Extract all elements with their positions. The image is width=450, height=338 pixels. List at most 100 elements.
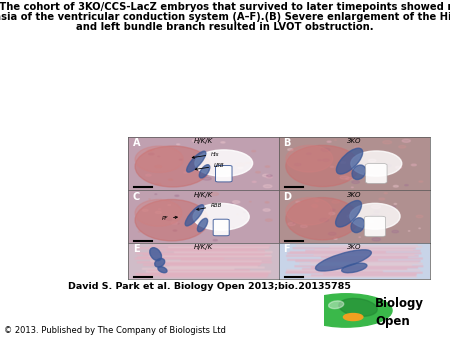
Circle shape	[296, 201, 300, 203]
Text: hyperplasia of the ventricular conduction system (A–F).(B) Severe enlargement of: hyperplasia of the ventricular conductio…	[0, 12, 450, 22]
Circle shape	[155, 211, 161, 214]
Text: 3KO: 3KO	[347, 244, 362, 250]
Circle shape	[330, 166, 334, 167]
FancyBboxPatch shape	[213, 219, 229, 236]
Circle shape	[301, 225, 307, 227]
Text: Open: Open	[375, 315, 410, 328]
Circle shape	[175, 195, 179, 196]
Text: E: E	[133, 244, 140, 255]
Circle shape	[323, 159, 329, 161]
Ellipse shape	[350, 203, 400, 229]
Circle shape	[346, 177, 352, 180]
Circle shape	[368, 152, 371, 153]
Circle shape	[396, 166, 402, 168]
FancyBboxPatch shape	[164, 267, 264, 268]
Circle shape	[226, 175, 231, 176]
FancyBboxPatch shape	[174, 251, 272, 253]
FancyBboxPatch shape	[148, 269, 249, 271]
Circle shape	[385, 165, 391, 167]
FancyBboxPatch shape	[144, 264, 260, 266]
Circle shape	[371, 214, 379, 218]
Circle shape	[266, 176, 272, 178]
Circle shape	[419, 181, 423, 182]
FancyBboxPatch shape	[306, 250, 420, 251]
Text: 3KO: 3KO	[347, 139, 362, 144]
Circle shape	[350, 210, 358, 213]
FancyBboxPatch shape	[324, 264, 412, 266]
FancyBboxPatch shape	[151, 272, 270, 273]
Circle shape	[294, 163, 301, 166]
Ellipse shape	[286, 198, 332, 225]
Text: H/K/K: H/K/K	[194, 139, 213, 144]
Ellipse shape	[135, 146, 211, 187]
Circle shape	[343, 314, 363, 320]
Text: LBB: LBB	[195, 163, 225, 170]
Circle shape	[245, 162, 251, 164]
Circle shape	[300, 294, 392, 327]
Text: Fig. 8. The cohort of 3KO/CCS-LacZ embryos that survived to later timepoints sho: Fig. 8. The cohort of 3KO/CCS-LacZ embry…	[0, 2, 450, 12]
FancyBboxPatch shape	[216, 166, 232, 182]
Circle shape	[383, 141, 392, 144]
Circle shape	[199, 217, 202, 218]
FancyBboxPatch shape	[326, 258, 423, 259]
Circle shape	[306, 153, 311, 154]
Ellipse shape	[328, 301, 344, 309]
Circle shape	[263, 185, 272, 188]
Circle shape	[176, 144, 180, 145]
Circle shape	[379, 198, 385, 200]
Ellipse shape	[339, 298, 377, 316]
Text: 3KO: 3KO	[347, 192, 362, 198]
Ellipse shape	[199, 165, 210, 178]
FancyBboxPatch shape	[287, 255, 418, 257]
Circle shape	[402, 139, 410, 142]
Circle shape	[229, 165, 232, 166]
Circle shape	[252, 181, 256, 183]
FancyBboxPatch shape	[311, 267, 418, 268]
Ellipse shape	[286, 198, 359, 240]
Circle shape	[321, 148, 330, 151]
Circle shape	[168, 179, 173, 180]
FancyBboxPatch shape	[300, 263, 422, 264]
Text: His: His	[192, 151, 220, 159]
Circle shape	[155, 183, 161, 185]
Circle shape	[312, 206, 318, 208]
Circle shape	[184, 172, 188, 173]
Circle shape	[238, 167, 243, 169]
Circle shape	[226, 169, 231, 171]
Ellipse shape	[185, 205, 204, 226]
Circle shape	[171, 222, 178, 224]
Circle shape	[352, 181, 360, 184]
FancyBboxPatch shape	[321, 257, 408, 258]
Circle shape	[155, 165, 162, 168]
FancyBboxPatch shape	[288, 253, 421, 254]
Circle shape	[318, 160, 321, 161]
Circle shape	[374, 211, 379, 213]
FancyBboxPatch shape	[167, 249, 257, 250]
Circle shape	[221, 142, 225, 143]
Circle shape	[189, 226, 196, 229]
Ellipse shape	[342, 263, 367, 273]
FancyBboxPatch shape	[160, 276, 267, 277]
FancyBboxPatch shape	[149, 255, 271, 257]
Circle shape	[192, 139, 200, 142]
Circle shape	[158, 209, 161, 210]
Circle shape	[332, 200, 340, 203]
Circle shape	[211, 193, 219, 195]
Circle shape	[262, 174, 270, 177]
Text: C: C	[133, 192, 140, 202]
Ellipse shape	[352, 165, 366, 179]
Text: H/K/K: H/K/K	[194, 192, 213, 198]
FancyBboxPatch shape	[365, 164, 387, 184]
Circle shape	[370, 166, 374, 168]
Circle shape	[390, 206, 396, 208]
Circle shape	[394, 203, 396, 204]
Circle shape	[341, 162, 346, 163]
Text: Biology: Biology	[375, 297, 424, 310]
Ellipse shape	[195, 150, 252, 176]
Text: D: D	[284, 192, 292, 202]
Text: and left bundle branch resulted in LVOT obstruction.: and left bundle branch resulted in LVOT …	[76, 22, 374, 32]
Circle shape	[393, 185, 398, 187]
Circle shape	[328, 232, 336, 235]
Circle shape	[329, 212, 335, 215]
Circle shape	[256, 171, 260, 173]
